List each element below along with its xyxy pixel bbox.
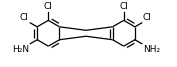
- Text: H₂N: H₂N: [12, 45, 29, 54]
- Text: NH₂: NH₂: [143, 45, 160, 54]
- Text: Cl: Cl: [119, 2, 128, 11]
- Text: Cl: Cl: [19, 13, 28, 22]
- Text: Cl: Cl: [44, 2, 53, 11]
- Text: Cl: Cl: [143, 13, 152, 22]
